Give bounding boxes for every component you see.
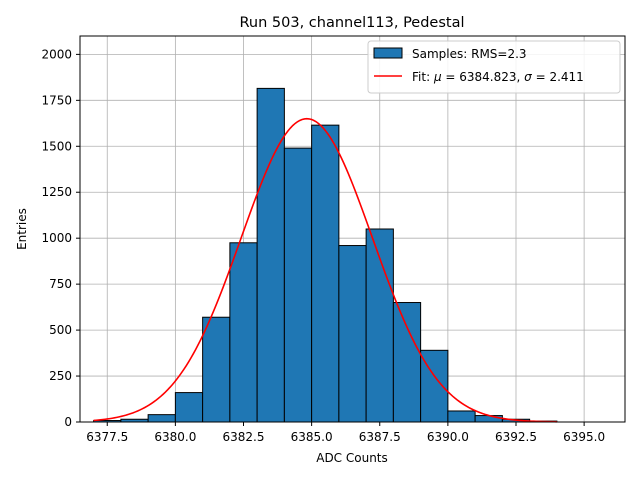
- legend-fit-mid: = 6384.823,: [442, 70, 525, 84]
- histogram-bar: [147, 414, 176, 423]
- legend-box: [367, 40, 621, 94]
- legend-fit-mu-symbol: μ: [433, 70, 442, 84]
- y-axis-ticks: 0 250 500 750 1000 1250 1500 1750 2000: [41, 47, 80, 429]
- plot-frame: [79, 35, 626, 423]
- x-tick-label: 6390.0: [427, 430, 469, 444]
- y-tick-label: 2000: [41, 47, 72, 61]
- histogram-bar: [365, 228, 394, 423]
- x-tick-label: 6382.5: [223, 430, 265, 444]
- legend-samples-label: Samples: RMS=2.3: [412, 47, 527, 61]
- chart-title: Run 503, channel113, Pedestal: [239, 15, 464, 31]
- histogram-bar: [256, 87, 285, 423]
- legend-fit-end: = 2.411: [532, 70, 584, 84]
- histogram-bar: [311, 124, 340, 423]
- histogram-bar: [283, 147, 313, 423]
- y-tick-label: 1500: [41, 139, 72, 153]
- y-tick-label: 0: [64, 415, 72, 429]
- gaussian-fit-curve: [93, 117, 557, 423]
- y-tick-label: 250: [49, 369, 72, 383]
- x-tick-label: 6377.5: [86, 430, 128, 444]
- x-tick-label: 6380.0: [154, 430, 196, 444]
- histogram-bars: [93, 87, 558, 423]
- legend-fit-prefix: Fit:: [412, 70, 434, 84]
- y-tick-label: 1000: [41, 231, 72, 245]
- x-tick-label: 6387.5: [359, 430, 401, 444]
- y-tick-label: 750: [49, 277, 72, 291]
- histogram-bar: [174, 392, 204, 423]
- histogram-bar: [202, 316, 231, 423]
- histogram-bar: [447, 410, 476, 423]
- histogram-bar: [392, 302, 422, 423]
- x-tick-label: 6385.0: [291, 430, 333, 444]
- legend-fit-sigma-symbol: σ: [524, 70, 532, 84]
- y-tick-label: 1750: [41, 93, 72, 107]
- histogram-bar: [474, 415, 503, 423]
- legend-samples-swatch: [373, 47, 403, 59]
- legend-fit-label: Fit: μ = 6384.823, σ = 2.411: [412, 70, 584, 84]
- x-tick-label: 6392.5: [495, 430, 537, 444]
- histogram-bar: [338, 245, 367, 423]
- y-axis-label: Entries: [15, 208, 29, 250]
- x-tick-label: 6395.0: [563, 430, 605, 444]
- legend: Samples: RMS=2.3 Fit: μ = 6384.823, σ = …: [367, 40, 621, 94]
- y-tick-label: 500: [49, 323, 72, 337]
- y-tick-label: 1250: [41, 185, 72, 199]
- x-axis-ticks: 6377.5 6380.0 6382.5 6385.0 6387.5 6390.0 6392…: [86, 422, 605, 444]
- histogram-bar: [229, 242, 258, 423]
- x-axis-label: ADC Counts: [316, 451, 388, 465]
